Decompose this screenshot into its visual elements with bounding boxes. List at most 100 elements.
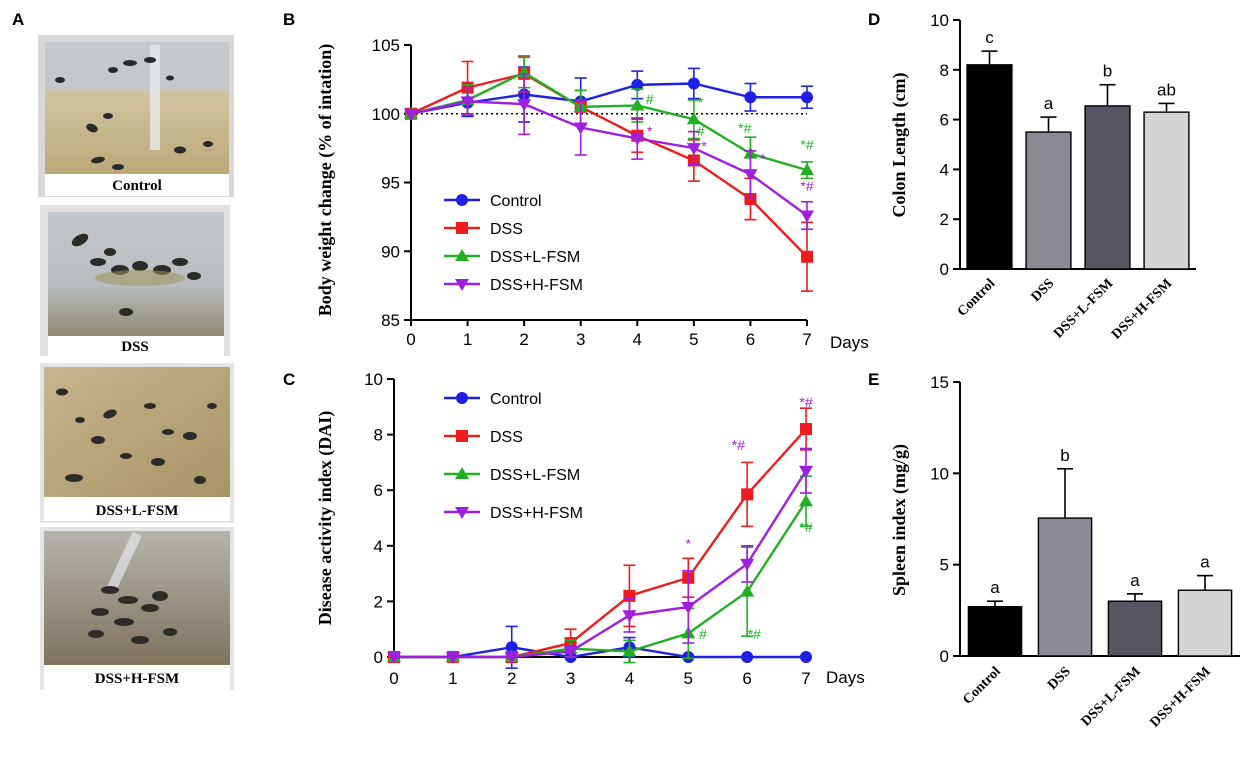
- b-x-tick-label: 3: [576, 330, 585, 349]
- c-x-tick-label: 3: [566, 669, 575, 688]
- c-legend-marker-dss: [456, 430, 468, 442]
- e-category-label: DSS+L-FSM: [1079, 664, 1144, 729]
- c-point-dss: [800, 423, 812, 436]
- c-y-tick-label: 0: [374, 648, 383, 667]
- b-point-control: [687, 77, 700, 90]
- c-legend: Control DSS DSS+L-FSM DSS+H-FSM: [444, 391, 583, 522]
- panel-letter-a: A: [12, 10, 24, 29]
- c-point-hfsm: [504, 652, 519, 664]
- b-axes: 85 90 95 100 105 0 1 2 3 4 5 6 7: [372, 36, 812, 349]
- b-x-tick-label: 4: [633, 330, 642, 349]
- b-point-dss: [744, 193, 757, 205]
- d-category-label: Control: [955, 276, 999, 320]
- b-y-tick-label: 95: [381, 174, 400, 193]
- c-significance-mark: *#: [799, 394, 812, 410]
- c-series-dss: [388, 407, 812, 663]
- d-bars: c Control a DSS b DSS+L-FSM ab DSS+H-FSM: [955, 28, 1190, 343]
- c-line-control: [394, 646, 806, 659]
- b-significance-mark: *#: [738, 120, 751, 136]
- c-y-tick-label: 6: [374, 481, 383, 500]
- d-y-tick-label: 2: [940, 210, 949, 229]
- d-category-label: DSS+H-FSM: [1109, 276, 1175, 342]
- d-bar: [1084, 105, 1131, 270]
- c-point-lfsm: [622, 644, 637, 657]
- b-series: [404, 55, 814, 292]
- panel-e-spleen-index-chart: E Spleen index (mg/g) 0 5 10 15 a Control b DS…: [868, 370, 1240, 731]
- b-legend-marker-dss: [456, 222, 468, 234]
- panel-a-photos: A Control: [12, 10, 234, 690]
- e-y-tick-label: 0: [940, 647, 949, 666]
- c-legend-label-lfsm: DSS+L-FSM: [490, 467, 580, 484]
- c-legend-label-dss: DSS: [490, 429, 523, 446]
- b-significance-mark: *: [647, 123, 653, 139]
- d-bar-letter: c: [985, 28, 994, 47]
- e-y-axis-title: Spleen index (mg/g): [889, 444, 910, 596]
- c-point-dss: [741, 488, 754, 501]
- b-annotations: *# *#**#**#*#: [646, 91, 814, 194]
- photo-dss-l-fsm: DSS+L-FSM: [40, 363, 234, 523]
- e-bar: [1107, 600, 1163, 657]
- b-line-hfsm: [410, 100, 808, 217]
- b-point-hfsm: [743, 169, 758, 182]
- c-x-tick-label: 6: [742, 669, 751, 688]
- c-significance-mark: #: [699, 626, 707, 642]
- b-legend-marker-hfsm: [455, 279, 469, 291]
- d-bar: [966, 64, 1013, 270]
- b-significance-mark: #: [697, 123, 705, 139]
- c-x-tick-label: 0: [389, 669, 398, 688]
- b-x-tick-label: 5: [689, 330, 698, 349]
- c-legend-marker-hfsm: [455, 507, 469, 519]
- b-point-hfsm: [573, 122, 588, 135]
- d-y-tick-label: 0: [940, 260, 949, 279]
- e-y-tick-label: 10: [930, 464, 949, 483]
- c-line-hfsm: [394, 470, 808, 659]
- e-bar: [1177, 589, 1233, 657]
- b-x-tick-label: 1: [463, 330, 472, 349]
- d-category-label: DSS: [1029, 276, 1058, 305]
- b-point-dss: [801, 250, 813, 263]
- panel-c-dai-chart: C Disease activity index (DAI) Days 0 2 4 6…: [283, 370, 865, 688]
- e-bars: a Control b DSS a DSS+L-FSM a DSS+H-FSM: [960, 446, 1233, 731]
- e-bar-group: a Control: [960, 578, 1023, 708]
- b-point-control: [744, 91, 757, 104]
- e-category-label: DSS: [1045, 664, 1074, 693]
- d-y-tick-label: 10: [930, 11, 949, 30]
- b-x-tick-label: 6: [746, 330, 755, 349]
- e-bar-letter: a: [1130, 571, 1140, 590]
- c-point-hfsm: [740, 558, 755, 571]
- c-y-tick-label: 8: [374, 426, 383, 445]
- c-point-control: [800, 651, 812, 663]
- b-point-hfsm: [686, 143, 701, 156]
- c-point-lfsm: [740, 584, 755, 597]
- c-legend-marker-control: [456, 392, 468, 404]
- b-point-control: [801, 91, 813, 104]
- d-bar-letter: ab: [1157, 80, 1176, 99]
- b-significance-mark: *: [698, 94, 704, 110]
- c-significance-mark: *#: [748, 626, 761, 642]
- c-x-tick-label: 2: [507, 669, 516, 688]
- b-series-hfsm: [404, 73, 814, 231]
- b-point-hfsm: [800, 210, 814, 223]
- e-bar-letter: a: [990, 578, 1000, 597]
- d-category-label: DSS+L-FSM: [1051, 276, 1116, 341]
- photo-caption-control: Control: [112, 178, 162, 194]
- b-y-axis-title: Body weight change (% of intation): [315, 44, 336, 317]
- c-point-control: [505, 641, 518, 654]
- b-significance-mark: #: [646, 91, 654, 107]
- c-point-control: [741, 651, 754, 663]
- b-legend-label-hfsm: DSS+H-FSM: [490, 277, 583, 294]
- c-y-axis-title: Disease activity index (DAI): [315, 411, 336, 625]
- d-bar: [1025, 131, 1072, 270]
- c-x-tick-label: 1: [448, 669, 457, 688]
- c-y-tick-label: 2: [374, 592, 383, 611]
- e-bar: [1037, 517, 1093, 657]
- b-line-lfsm: [410, 71, 808, 172]
- panel-letter-d: D: [868, 10, 880, 29]
- c-significance-mark: *#: [799, 519, 812, 535]
- b-y-tick-label: 85: [381, 311, 400, 330]
- b-line-dss: [410, 72, 808, 258]
- c-x-tick-label: 4: [625, 669, 634, 688]
- c-x-axis-title: Days: [826, 668, 865, 687]
- e-category-label: DSS+H-FSM: [1148, 664, 1214, 730]
- d-y-tick-label: 8: [940, 61, 949, 80]
